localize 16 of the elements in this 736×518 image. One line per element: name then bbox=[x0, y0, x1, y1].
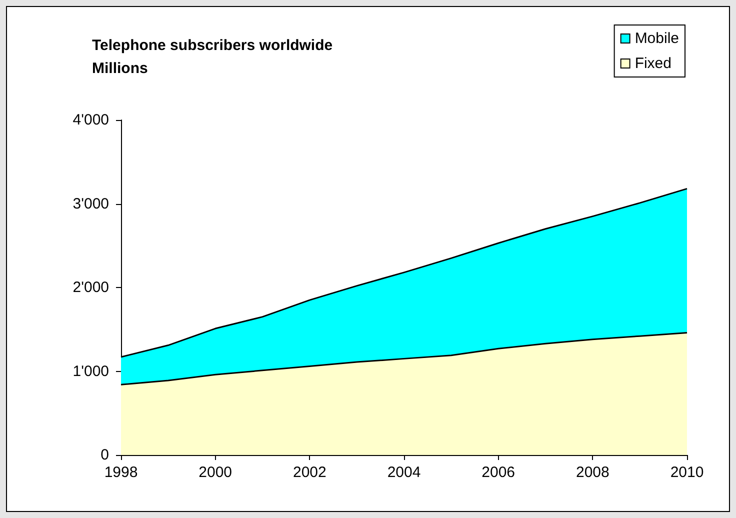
x-tick-label: 2002 bbox=[292, 464, 326, 481]
y-tick-label: 2'000 bbox=[72, 279, 109, 296]
legend-label: Mobile bbox=[634, 30, 679, 47]
x-tick-label: 2010 bbox=[670, 464, 704, 481]
chart-subtitle: Millions bbox=[92, 60, 148, 77]
x-tick-label: 1998 bbox=[104, 464, 138, 481]
x-tick-label: 2006 bbox=[482, 464, 516, 481]
x-tick-label: 2008 bbox=[576, 464, 610, 481]
y-tick-label: 0 bbox=[100, 446, 109, 464]
x-tick-label: 2004 bbox=[387, 464, 421, 481]
y-tick-label: 1'000 bbox=[72, 362, 109, 380]
chart-title: Telephone subscribers worldwide bbox=[92, 37, 333, 54]
x-tick-label: 2000 bbox=[198, 464, 232, 481]
y-tick-label: 3'000 bbox=[72, 195, 109, 212]
y-tick-label: 4'000 bbox=[72, 112, 109, 128]
legend-label: Fixed bbox=[634, 55, 672, 72]
